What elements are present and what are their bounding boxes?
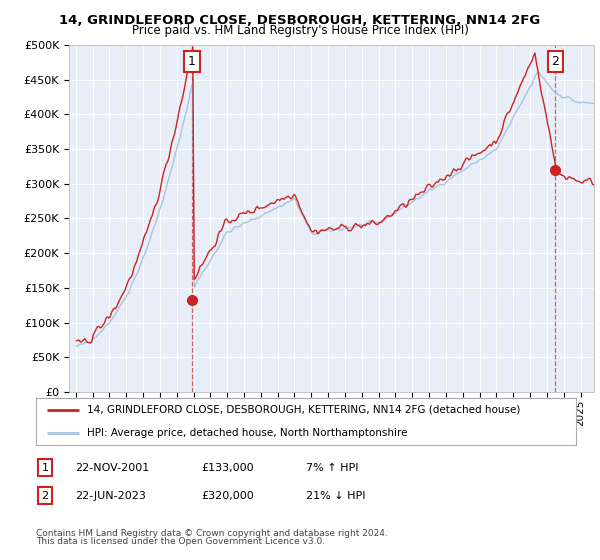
Text: 2: 2 xyxy=(41,491,49,501)
Text: 7% ↑ HPI: 7% ↑ HPI xyxy=(306,463,359,473)
Text: £320,000: £320,000 xyxy=(201,491,254,501)
Text: HPI: Average price, detached house, North Northamptonshire: HPI: Average price, detached house, Nort… xyxy=(88,428,408,438)
Text: Contains HM Land Registry data © Crown copyright and database right 2024.: Contains HM Land Registry data © Crown c… xyxy=(36,529,388,538)
Text: This data is licensed under the Open Government Licence v3.0.: This data is licensed under the Open Gov… xyxy=(36,537,325,546)
Text: 1: 1 xyxy=(41,463,49,473)
Text: 21% ↓ HPI: 21% ↓ HPI xyxy=(306,491,365,501)
Text: 22-JUN-2023: 22-JUN-2023 xyxy=(75,491,146,501)
Text: 22-NOV-2001: 22-NOV-2001 xyxy=(75,463,149,473)
Text: 1: 1 xyxy=(188,55,196,68)
Text: 14, GRINDLEFORD CLOSE, DESBOROUGH, KETTERING, NN14 2FG: 14, GRINDLEFORD CLOSE, DESBOROUGH, KETTE… xyxy=(59,14,541,27)
Text: £133,000: £133,000 xyxy=(201,463,254,473)
Text: 2: 2 xyxy=(551,55,559,68)
Text: Price paid vs. HM Land Registry's House Price Index (HPI): Price paid vs. HM Land Registry's House … xyxy=(131,24,469,36)
Text: 14, GRINDLEFORD CLOSE, DESBOROUGH, KETTERING, NN14 2FG (detached house): 14, GRINDLEFORD CLOSE, DESBOROUGH, KETTE… xyxy=(88,404,521,414)
